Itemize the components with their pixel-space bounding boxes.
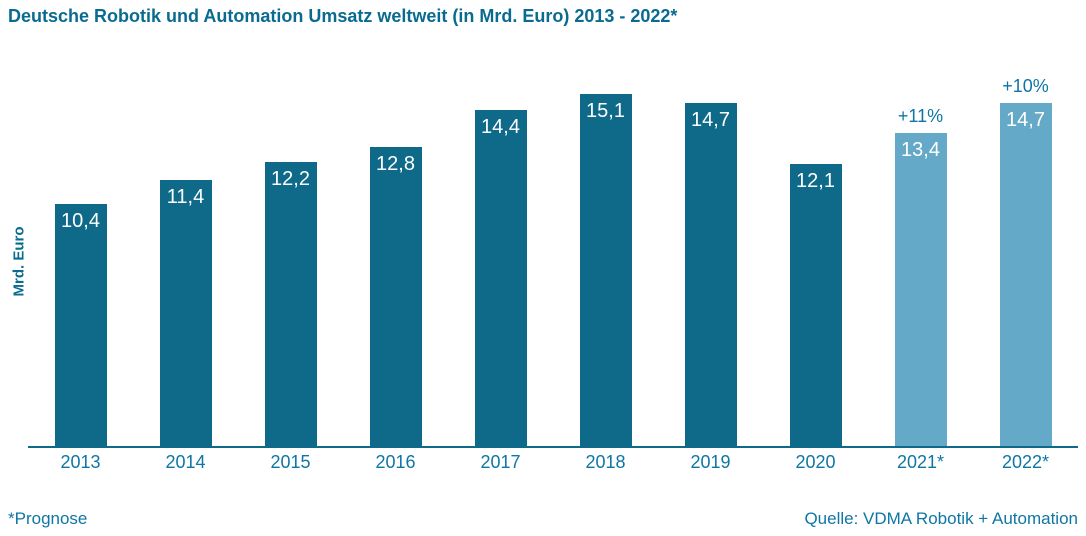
bar-value-label: 14,4: [481, 116, 520, 138]
bar: 10,4: [54, 204, 107, 447]
bar-column: 14,7: [658, 75, 763, 447]
bar: 11,4: [159, 180, 212, 447]
bar-column: 12,1: [763, 75, 868, 447]
x-axis-line: [28, 446, 1078, 448]
bar-forecast: 14,7: [999, 103, 1052, 447]
bar: 15,1: [579, 94, 632, 447]
x-tick-label: 2017: [480, 452, 521, 472]
bar: 14,7: [684, 103, 737, 447]
bar: 12,2: [264, 162, 317, 447]
bar-value-label: 12,8: [376, 153, 415, 175]
bar-value-label: 14,7: [691, 109, 730, 131]
bar-plot-area: 10,4 11,4 12,2 12,8 14,4 15,1 14,7 12,1 +11% 13,4…: [28, 75, 1078, 447]
bar: 12,8: [369, 147, 422, 447]
source-credit: Quelle: VDMA Robotik + Automation: [804, 509, 1078, 528]
bar-column: 11,4: [133, 75, 238, 447]
x-tick-label: 2022*: [1001, 452, 1050, 472]
bar-value-label: 14,7: [1006, 109, 1045, 131]
bar-value-label: 12,2: [271, 168, 310, 190]
bar: 14,4: [474, 110, 527, 447]
x-tick-label: 2019: [690, 452, 731, 472]
bar: 12,1: [789, 164, 842, 447]
x-tick-label: 2016: [375, 452, 416, 472]
bar-value-label: 13,4: [901, 139, 940, 161]
bar-column: 15,1: [553, 75, 658, 447]
bar-column: 12,8: [343, 75, 448, 447]
chart-title: Deutsche Robotik und Automation Umsatz w…: [8, 6, 678, 26]
bar-value-label: 10,4: [61, 210, 100, 232]
x-tick-label: 2014: [165, 452, 206, 472]
x-tick-label: 2018: [585, 452, 626, 472]
x-tick-label: 2015: [270, 452, 311, 472]
bar-value-label: 12,1: [796, 170, 835, 192]
x-axis-tick-labels: 2013 2014 2015 2016 2017 2018 2019 2020 2021* 202…: [28, 452, 1078, 473]
bar-value-label: 11,4: [166, 186, 205, 208]
bar-column: 12,2: [238, 75, 343, 447]
footnote-prognose: *Prognose: [8, 509, 88, 528]
growth-label: +10%: [1002, 76, 1049, 96]
x-tick-label: 2020: [795, 452, 836, 472]
bar-column: 14,4: [448, 75, 553, 447]
bar-forecast: 13,4: [894, 133, 947, 447]
x-tick-label: 2021*: [896, 452, 945, 472]
y-axis-label: Mrd. Euro: [10, 226, 28, 296]
bar-value-label: 15,1: [586, 100, 625, 122]
bar-column: 10,4: [28, 75, 133, 447]
x-tick-label: 2013: [60, 452, 101, 472]
bar-column: +10% 14,7: [973, 75, 1078, 447]
growth-label: +11%: [897, 106, 944, 126]
bar-column: +11% 13,4: [868, 75, 973, 447]
